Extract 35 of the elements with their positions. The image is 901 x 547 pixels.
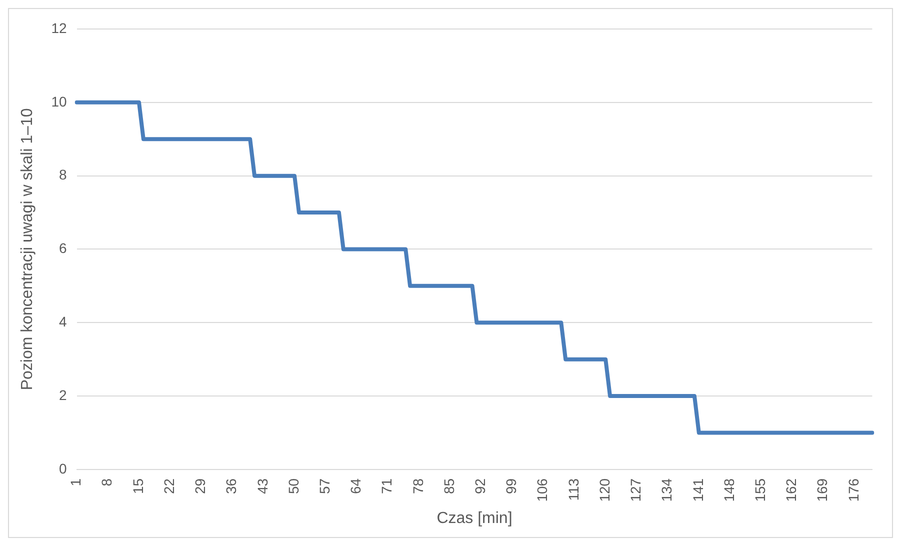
x-tick-label: 127 (628, 478, 644, 502)
y-tick-label: 12 (51, 20, 67, 36)
y-tick-label: 2 (58, 386, 67, 403)
x-tick-label: 148 (720, 478, 737, 502)
x-tick-label: 22 (160, 478, 177, 494)
y-tick-label: 10 (51, 93, 67, 110)
x-axis-title: Czas [min] (436, 510, 512, 527)
x-tick-label: 50 (285, 478, 302, 494)
x-tick-label: 113 (565, 478, 582, 501)
x-tick-label: 15 (130, 478, 146, 494)
x-tick-label: 106 (534, 478, 550, 502)
x-tick-label: 176 (845, 478, 862, 502)
x-tick-label: 155 (752, 478, 768, 502)
x-tick-label: 169 (814, 478, 830, 502)
x-tick-label: 64 (348, 478, 364, 494)
y-tick-label: 6 (58, 240, 67, 256)
y-axis-title: Poziom koncentracji uwagi w skali 1–10 (19, 108, 36, 390)
x-tick-label: 92 (472, 478, 488, 494)
y-tick-label: 0 (58, 460, 67, 476)
x-tick-label: 8 (98, 478, 115, 486)
x-tick-label: 43 (254, 478, 270, 494)
x-tick-label: 99 (503, 478, 520, 494)
x-tick-label: 71 (378, 478, 395, 494)
x-tick-label: 78 (410, 478, 426, 494)
x-tick-label: 85 (440, 478, 457, 494)
x-tick-label: 162 (783, 478, 800, 502)
x-tick-label: 57 (316, 478, 332, 494)
y-tick-label: 8 (58, 166, 67, 183)
x-tick-label: 36 (223, 478, 240, 494)
x-tick-label: 141 (690, 478, 706, 502)
x-tick-label: 1 (68, 478, 84, 486)
y-tick-label: 4 (58, 313, 67, 330)
x-tick-label: 134 (658, 478, 675, 502)
x-tick-label: 29 (192, 478, 208, 494)
x-tick-label: 120 (596, 478, 612, 502)
